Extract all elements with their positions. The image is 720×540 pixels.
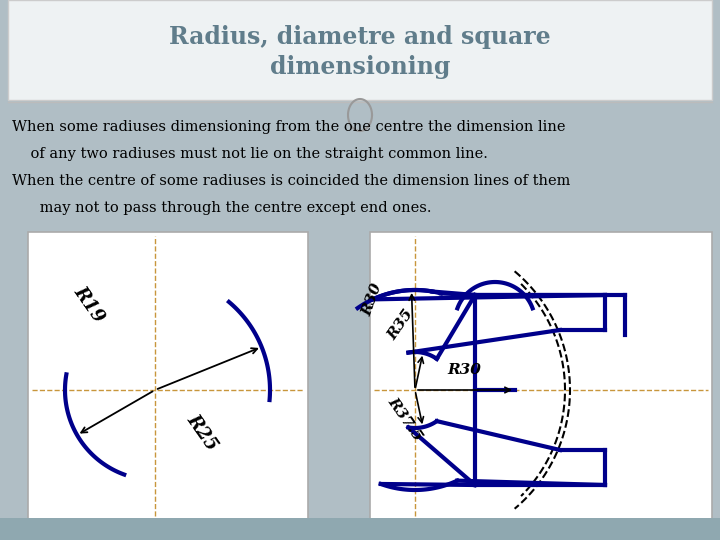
Bar [8,0,712,100]
Bar [28,232,308,520]
Text: R30: R30 [360,281,384,318]
Text: When the centre of some radiuses is coincided the dimension lines of them: When the centre of some radiuses is coin… [12,174,570,188]
Bar [370,232,712,520]
Text: When some radiuses dimensioning from the one centre the dimension line: When some radiuses dimensioning from the… [12,120,565,134]
Text: of any two radiuses must not lie on the straight common line.: of any two radiuses must not lie on the … [12,147,488,161]
Bar [8,102,712,228]
Bar [0,518,720,540]
Text: R30: R30 [447,363,481,377]
Text: R37.5: R37.5 [385,394,425,443]
Text: may not to pass through the centre except end ones.: may not to pass through the centre excep… [12,201,431,215]
Text: R25: R25 [183,411,221,454]
Text: R19: R19 [70,283,108,326]
Text: R35: R35 [385,307,416,343]
Text: Radius, diametre and square
dimensioning: Radius, diametre and square dimensioning [169,25,551,79]
